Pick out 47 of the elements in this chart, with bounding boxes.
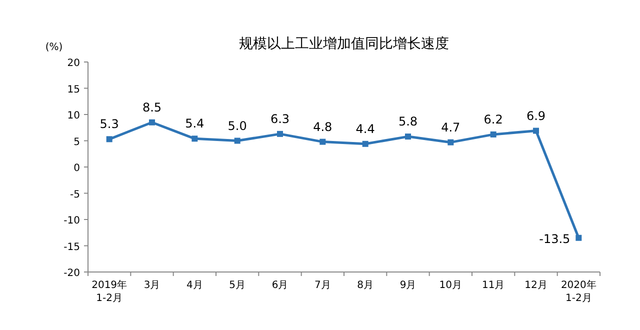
x-tick-label: 11月 [482,280,505,291]
y-axis-title: (%) [45,42,63,53]
data-label: 4.7 [441,120,460,134]
y-tick-label: 15 [67,84,80,96]
y-tick-label: 20 [67,58,80,69]
point [576,234,582,241]
data-label: 6.9 [526,108,546,123]
data-label: 5.0 [228,118,247,133]
y-tick-label: 5 [74,136,80,148]
data-label: 8.5 [142,100,162,114]
y-tick-label: -15 [64,242,80,253]
point [192,136,198,142]
x-tick-label: 3月 [144,280,160,291]
point [362,140,368,147]
data-label: 5.8 [398,114,418,129]
point [149,119,155,126]
x-tick-label: 7月 [314,280,331,291]
point [448,139,454,146]
x-tick-label: 12月 [524,280,548,291]
data-label: 4.4 [356,122,375,136]
y-tick-label: -20 [64,268,80,279]
x-tick-label: 5月 [229,280,246,291]
x-tick-label: 2019年 1-2月 [92,279,128,304]
x-tick-label: 4月 [186,280,203,291]
point [533,128,539,134]
data-label: 5.3 [100,117,119,132]
data-label: 4.8 [313,120,332,134]
point [277,130,283,137]
data-label: 5.4 [185,116,204,131]
y-tick-label: -10 [64,216,80,226]
y-tick-label: 0 [74,163,80,174]
x-tick-label: 10月 [439,280,462,291]
data-label: 6.2 [484,112,503,126]
x-tick-label: 9月 [400,280,416,291]
data-label: 6.3 [270,112,290,126]
x-tick-label: 2020年 1-2月 [560,279,596,304]
point [405,134,411,140]
y-tick-label: 10 [67,110,80,122]
point [320,138,326,145]
data-label: -13.5 [539,232,570,246]
chart-title: 规模以上工业增加值同比增长速度 [239,36,449,52]
point [106,136,112,142]
point [234,138,240,144]
x-tick-label: 6月 [272,280,288,291]
x-tick-label: 8月 [357,280,374,291]
y-tick-label: -5 [70,189,80,200]
point [490,131,496,138]
